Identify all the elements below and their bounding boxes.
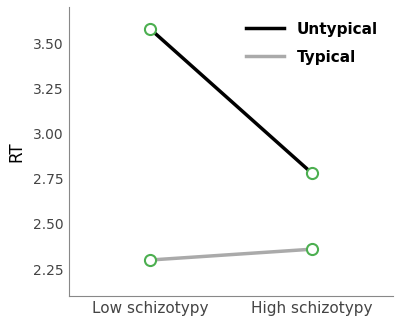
Y-axis label: RT: RT [7,141,25,162]
Typical [310,247,314,251]
Line: Typical: Typical [144,244,318,266]
Untypical [310,171,314,175]
Line: Untypical: Untypical [144,23,318,179]
Untypical [148,27,152,31]
Legend: Untypical, Typical: Untypical, Typical [238,15,386,72]
Typical [148,258,152,262]
